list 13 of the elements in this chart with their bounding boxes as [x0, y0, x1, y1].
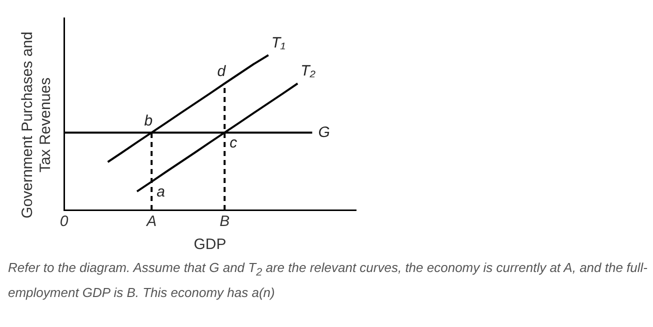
y-axis-title: Government Purchases and Tax Revenues [19, 30, 55, 220]
annotation: d [217, 63, 226, 80]
text: Refer to the diagram. Assume that G and T$_{2}$ are the relevant curves, the economy is currently at A, and the full-employment GDP is B. This economy has a(n) [8, 259, 648, 302]
series-label: G [318, 124, 330, 141]
annotation: b [144, 112, 153, 130]
annotation: a [156, 183, 165, 200]
series-label: T₁ [271, 34, 286, 52]
annotation: c [230, 134, 238, 152]
x-tick-label: B [220, 213, 230, 230]
x-axis-title: GDP [194, 236, 226, 254]
x-tick-label: A [146, 213, 157, 230]
x-tick-label: 0 [60, 213, 69, 230]
series-label: T₂ [300, 62, 316, 80]
